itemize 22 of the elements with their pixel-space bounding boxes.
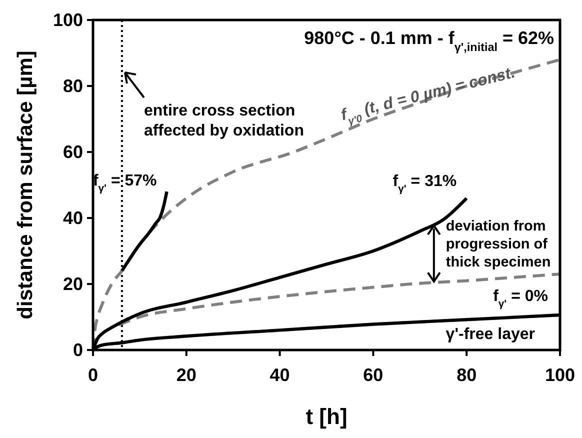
annotation: deviation from progression of thick specimen: [446, 218, 551, 271]
annotation: f$_{γ'}$ = 0%: [493, 288, 548, 310]
annotation: f$_{γ'}$ = 57%: [92, 172, 157, 194]
x-tick-label: 80: [456, 365, 477, 385]
x-tick-label: 60: [363, 365, 384, 385]
y-tick-label: 0: [72, 340, 83, 360]
y-tick-label: 100: [52, 10, 83, 30]
x-tick-label: 40: [270, 365, 290, 385]
y-tick-label: 20: [62, 274, 83, 294]
annotation: γ'-free layer: [446, 326, 535, 344]
annotation: f$_{γ'0}$ (t, d = 0 µm) = const.: [339, 64, 517, 128]
y-tick-label: 40: [62, 208, 83, 228]
x-axis-title: t [h]: [306, 404, 348, 429]
y-tick-label: 60: [62, 142, 83, 162]
x-tick-label: 0: [88, 365, 98, 385]
y-axis-title: distance from surface [µm]: [14, 50, 37, 320]
x-tick-label: 20: [176, 365, 196, 385]
annotation: entire cross section affected by oxidation: [144, 102, 304, 140]
x-tick-label: 100: [544, 365, 576, 385]
text: 980°C - 0.1 mm - f$_{γ',initial}$ = 62%: [304, 28, 554, 54]
annotation: f$_{γ'}$ = 31%: [392, 173, 457, 195]
y-tick-label: 80: [62, 76, 83, 96]
